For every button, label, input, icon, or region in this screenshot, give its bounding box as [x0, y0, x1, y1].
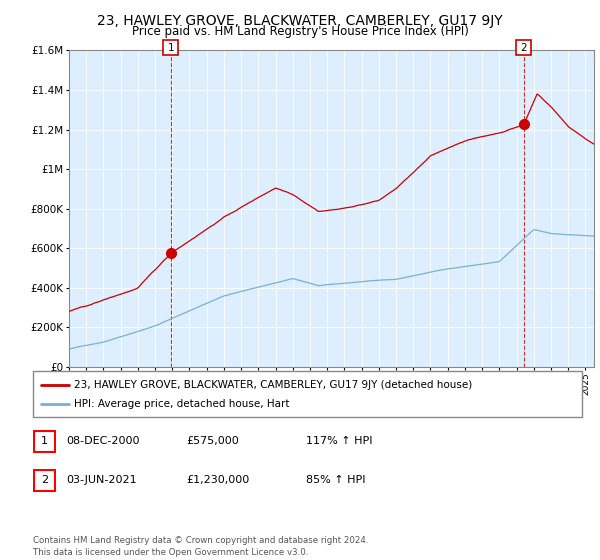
Text: 08-DEC-2000: 08-DEC-2000 — [66, 436, 139, 446]
FancyBboxPatch shape — [34, 470, 55, 491]
Text: 23, HAWLEY GROVE, BLACKWATER, CAMBERLEY, GU17 9JY: 23, HAWLEY GROVE, BLACKWATER, CAMBERLEY,… — [97, 14, 503, 28]
Text: £1,230,000: £1,230,000 — [186, 475, 249, 486]
Text: £575,000: £575,000 — [186, 436, 239, 446]
Text: 23, HAWLEY GROVE, BLACKWATER, CAMBERLEY, GU17 9JY (detached house): 23, HAWLEY GROVE, BLACKWATER, CAMBERLEY,… — [74, 380, 472, 390]
Text: 03-JUN-2021: 03-JUN-2021 — [66, 475, 137, 486]
FancyBboxPatch shape — [34, 431, 55, 452]
Text: Price paid vs. HM Land Registry's House Price Index (HPI): Price paid vs. HM Land Registry's House … — [131, 25, 469, 38]
Text: 2: 2 — [41, 475, 48, 486]
Text: 85% ↑ HPI: 85% ↑ HPI — [306, 475, 365, 486]
FancyBboxPatch shape — [33, 371, 582, 417]
Text: 2: 2 — [520, 43, 527, 53]
Text: 117% ↑ HPI: 117% ↑ HPI — [306, 436, 373, 446]
Text: Contains HM Land Registry data © Crown copyright and database right 2024.
This d: Contains HM Land Registry data © Crown c… — [33, 536, 368, 557]
Text: 1: 1 — [41, 436, 48, 446]
Text: HPI: Average price, detached house, Hart: HPI: Average price, detached house, Hart — [74, 399, 290, 409]
Text: 1: 1 — [167, 43, 174, 53]
